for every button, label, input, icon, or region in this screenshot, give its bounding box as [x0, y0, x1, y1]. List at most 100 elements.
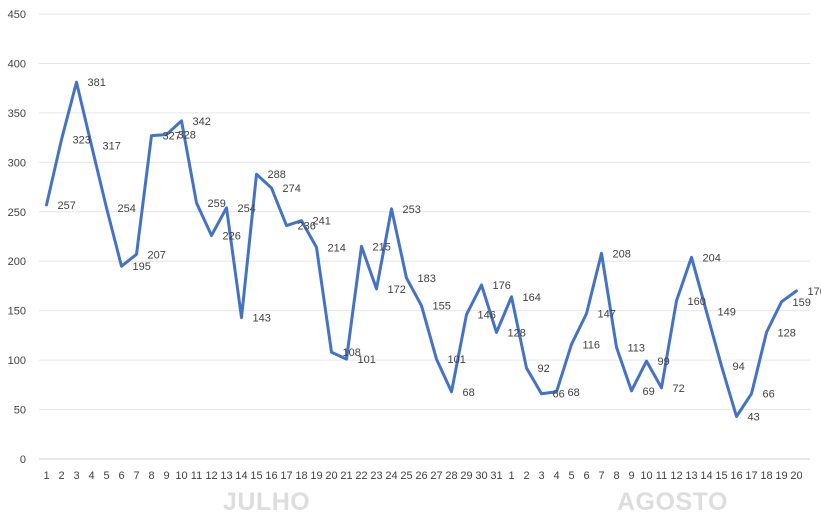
data-label: 381 — [88, 77, 106, 89]
y-tick-label: 300 — [8, 157, 26, 169]
data-label: 69 — [643, 386, 655, 398]
data-label: 253 — [403, 204, 421, 216]
data-label: 288 — [268, 169, 286, 181]
data-label: 68 — [568, 387, 580, 399]
x-tick-label: 19 — [775, 470, 787, 482]
x-tick-label: 28 — [445, 470, 457, 482]
x-axis-ticks: 1 2 3 4 5 6 7 8 9 10 11 12 13 14 15 16 17 18 19 20 21 22 23 24 2… — [43, 470, 802, 482]
x-tick-label: 11 — [656, 470, 667, 482]
y-tick-label: 50 — [14, 405, 26, 417]
x-tick-label: 6 — [583, 470, 589, 482]
x-tick-label: 5 — [103, 470, 109, 482]
x-tick-label: 29 — [460, 470, 472, 482]
x-tick-label: 15 — [715, 470, 727, 482]
data-label: 323 — [73, 135, 91, 147]
y-tick-label: 250 — [8, 207, 26, 219]
x-tick-label: 17 — [280, 470, 292, 482]
data-label: 207 — [148, 249, 166, 261]
x-tick-label: 13 — [685, 470, 697, 482]
x-tick-label: 1 — [43, 470, 49, 482]
data-label: 72 — [673, 383, 685, 395]
x-tick-label: 26 — [415, 470, 427, 482]
x-tick-label: 17 — [745, 470, 757, 482]
x-tick-label: 4 — [88, 470, 94, 482]
data-label: 92 — [538, 363, 550, 375]
data-label: 101 — [448, 354, 466, 366]
data-label: 215 — [373, 241, 391, 253]
x-tick-label: 24 — [385, 470, 397, 482]
x-tick-label: 10 — [175, 470, 187, 482]
data-label: 214 — [328, 242, 346, 254]
x-tick-label: 20 — [325, 470, 337, 482]
x-tick-label: 4 — [553, 470, 559, 482]
data-label: 241 — [313, 216, 331, 228]
data-label: 226 — [223, 231, 241, 243]
data-label: 254 — [238, 203, 256, 215]
data-label: 113 — [628, 342, 646, 354]
x-tick-label: 12 — [670, 470, 682, 482]
data-label: 317 — [103, 141, 121, 153]
month-label-agosto: AGOSTO — [617, 488, 728, 516]
x-tick-label: 27 — [430, 470, 442, 482]
x-tick-label: 20 — [790, 470, 802, 482]
y-tick-label: 400 — [8, 58, 26, 70]
x-tick-label: 6 — [118, 470, 124, 482]
data-label: 108 — [343, 347, 361, 359]
x-tick-label: 14 — [235, 470, 247, 482]
x-tick-label: 22 — [355, 470, 367, 482]
data-label: 172 — [388, 284, 406, 296]
x-tick-label: 11 — [191, 470, 202, 482]
x-tick-label: 3 — [538, 470, 544, 482]
data-label: 143 — [253, 313, 271, 325]
y-tick-label: 200 — [8, 256, 26, 268]
x-tick-label: 15 — [250, 470, 262, 482]
data-label: 328 — [178, 130, 196, 142]
data-label: 155 — [433, 301, 451, 313]
data-label: 257 — [58, 200, 76, 212]
data-label: 116 — [583, 339, 601, 351]
x-tick-label: 18 — [760, 470, 772, 482]
data-label: 204 — [703, 252, 721, 264]
y-tick-label: 450 — [8, 9, 26, 21]
data-label: 259 — [208, 198, 226, 210]
x-tick-label: 19 — [310, 470, 322, 482]
x-tick-label: 8 — [613, 470, 619, 482]
data-label: 176 — [493, 280, 511, 292]
data-label: 160 — [688, 296, 706, 308]
x-tick-label: 7 — [598, 470, 604, 482]
data-label: 99 — [658, 356, 670, 368]
x-tick-label: 1 — [508, 470, 514, 482]
data-label: 164 — [523, 292, 541, 304]
x-tick-label: 3 — [73, 470, 79, 482]
data-label: 101 — [358, 354, 376, 366]
x-tick-label: 21 — [340, 470, 352, 482]
data-label: 66 — [553, 389, 565, 401]
x-tick-label: 14 — [700, 470, 712, 482]
data-label: 147 — [598, 309, 616, 321]
data-label: 43 — [748, 411, 760, 423]
data-label: 236 — [298, 221, 316, 233]
data-label: 146 — [478, 310, 496, 322]
x-tick-label: 12 — [205, 470, 217, 482]
data-label: 170 — [808, 286, 821, 298]
data-label: 68 — [463, 387, 475, 399]
data-label: 254 — [118, 203, 136, 215]
y-axis-ticks: 0 50 100 150 200 250 300 350 400 450 — [8, 9, 26, 466]
y-tick-label: 0 — [20, 454, 26, 466]
x-tick-label: 18 — [295, 470, 307, 482]
y-tick-label: 350 — [8, 108, 26, 120]
x-tick-label: 23 — [370, 470, 382, 482]
month-label-julho: JULHO — [223, 488, 311, 516]
x-tick-label: 5 — [568, 470, 574, 482]
data-label: 128 — [778, 327, 796, 339]
x-tick-label: 2 — [58, 470, 64, 482]
series-line — [45, 80, 798, 418]
x-tick-label: 30 — [475, 470, 487, 482]
data-label: 94 — [733, 361, 745, 373]
data-label: 128 — [508, 327, 526, 339]
x-tick-label: 25 — [400, 470, 412, 482]
data-label: 159 — [793, 297, 811, 309]
x-tick-label: 16 — [265, 470, 277, 482]
